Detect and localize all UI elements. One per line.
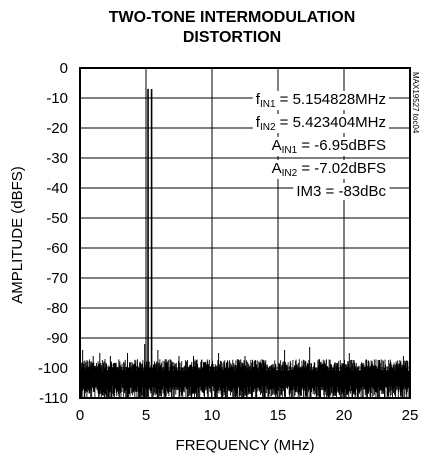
figure-code: MAX19527 toc04 [411, 72, 420, 134]
y-tick-label: -70 [46, 270, 68, 287]
annotation-background [252, 91, 389, 110]
annotation-background [268, 160, 389, 179]
y-tick-label: -10 [46, 90, 68, 107]
x-tick-label: 25 [402, 407, 419, 424]
annotation-background [293, 183, 390, 200]
y-tick-label: -60 [46, 240, 68, 257]
x-tick-label: 5 [142, 407, 150, 424]
x-tick-label: 20 [336, 407, 353, 424]
annotations: fIN1 = 5.154828MHz fIN2 = 5.423404MHz AIN1… [252, 91, 390, 200]
y-tick-label: -50 [46, 210, 68, 227]
y-tick-label: -90 [46, 330, 68, 347]
chart-title-line-2: DISTORTION [183, 29, 281, 46]
y-tick-label: -30 [46, 150, 68, 167]
x-axis-label: FREQUENCY (MHz) [176, 437, 315, 454]
annotation-background [252, 114, 389, 133]
y-tick-label: -80 [46, 300, 68, 317]
plot-frame [79, 67, 411, 399]
y-axis-label: AMPLITUDE (dBFS) [9, 166, 26, 304]
annotation-background [268, 137, 389, 156]
y-tick-label: -110 [39, 390, 68, 407]
annotation-5: IM3 = -83dBc [296, 183, 386, 200]
x-tick-label: 15 [270, 407, 287, 424]
y-tick-label: -20 [46, 120, 68, 137]
annotation-3: AIN1 = -6.95dBFS [272, 137, 386, 156]
y-tick-label: 0 [60, 60, 68, 77]
annotation-4: AIN2 = -7.02dBFS [272, 160, 386, 179]
plot-area [79, 88, 411, 398]
annotation-2: fIN2 = 5.423404MHz [256, 114, 386, 133]
y-tick-label: -40 [46, 180, 68, 197]
y-tick-label: -100 [38, 360, 68, 377]
chart-title-line-1: TWO-TONE INTERMODULATION [109, 9, 356, 26]
annotation-1: fIN1 = 5.154828MHz [256, 91, 386, 110]
x-tick-label: 0 [76, 407, 84, 424]
x-tick-label: 10 [204, 407, 221, 424]
tick-labels: 0 -10 -20 -30 -40 -50 -60 -70 -80 -90 -100 -110 0 5 10… [38, 60, 418, 424]
